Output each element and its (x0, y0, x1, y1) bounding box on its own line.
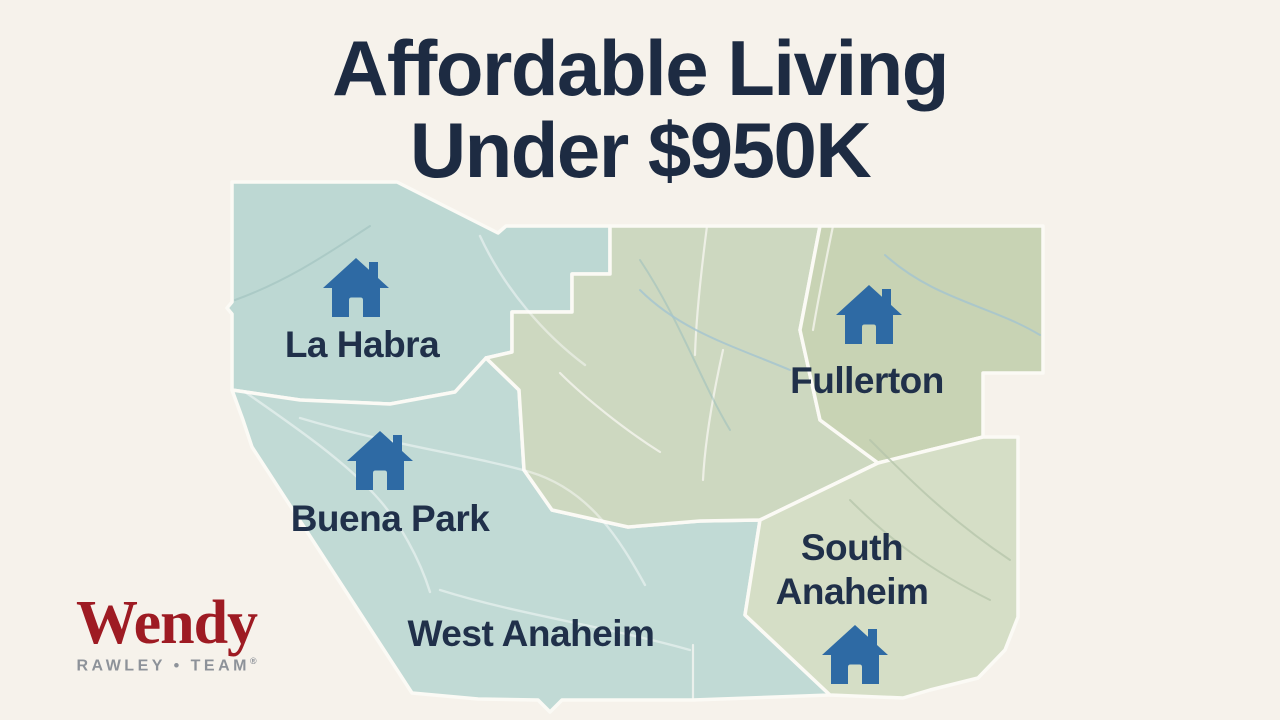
region-fullerton (798, 224, 1045, 465)
parcel-boundaries (558, 224, 835, 702)
brand-logo: Wendy RAWLEY • TEAM® (76, 589, 258, 675)
map-roads (234, 225, 1041, 652)
city-label-buena-park: Buena Park (290, 498, 490, 539)
brand-logo-team: RAWLEY • TEAM® (76, 656, 257, 675)
city-label-south-anaheim-line2: Anaheim (775, 570, 929, 612)
city-label-la-habra: La Habra (284, 324, 440, 365)
brand-logo-name: Wendy (76, 589, 258, 657)
city-label-south-anaheim-line1: South (800, 527, 904, 568)
page-title-line1: Affordable Living (332, 24, 949, 112)
registered-mark: ® (249, 656, 257, 666)
city-label-fullerton: Fullerton (790, 360, 944, 401)
region-south-anaheim (743, 435, 1020, 700)
city-label-south-anaheim: South Anaheim (776, 526, 929, 613)
city-label-west-anaheim: West Anaheim (407, 613, 655, 654)
page-title-line2: Under $950K (409, 105, 872, 194)
page-title: Affordable Living Under $950K (0, 24, 1280, 194)
brand-logo-team-text: RAWLEY • TEAM (76, 657, 250, 675)
